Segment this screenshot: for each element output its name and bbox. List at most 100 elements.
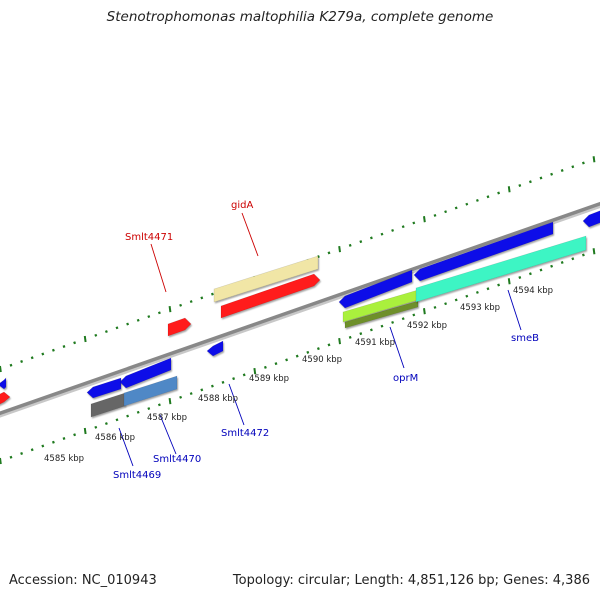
reverse-tick-mark (581, 253, 585, 257)
gene-label-smeB: smeB (511, 333, 539, 344)
gene-label-oprM: oprM (393, 373, 418, 384)
forward-tick-mark (412, 221, 416, 225)
scale-label: 4594 kbp (513, 286, 553, 296)
feature-grey-block (90, 392, 126, 418)
forward-tick-mark (571, 165, 575, 169)
gene-red-left-edge (0, 391, 11, 405)
scale-label: 4592 kbp (407, 321, 447, 331)
reverse-tick-mark (295, 354, 299, 358)
reverse-tick-mark (571, 257, 575, 261)
forward-tick-mark (465, 202, 469, 206)
forward-tick-mark (136, 318, 140, 322)
scale-label: 4589 kbp (249, 374, 289, 384)
feature-aqua-block (415, 235, 587, 303)
reverse-tick-mark (0, 457, 2, 465)
genome-summary: Topology: circular; Length: 4,851,126 bp… (232, 573, 590, 588)
forward-tick-mark (359, 240, 363, 244)
forward-tick-mark (83, 335, 87, 343)
pointer-Smlt4470 (159, 414, 177, 455)
reverse-tick-mark (359, 332, 363, 336)
reverse-tick-mark (115, 418, 119, 422)
scale-label: 4585 kbp (44, 454, 84, 464)
reverse-tick-mark (369, 328, 373, 332)
accession-label: Accession: NC_010943 (9, 573, 157, 588)
forward-tick-mark (62, 345, 66, 349)
pointer-Smlt4469 (118, 427, 134, 467)
reverse-tick-mark (200, 388, 204, 392)
reverse-tick-mark (9, 455, 13, 459)
forward-tick-mark (581, 161, 585, 165)
reverse-tick-mark (104, 422, 108, 426)
forward-tick-mark (200, 296, 204, 300)
reverse-tick-mark (327, 343, 331, 347)
forward-tick-mark (126, 322, 130, 326)
forward-tick-mark (550, 172, 554, 176)
forward-tick-mark (189, 300, 193, 304)
scale-label: 4588 kbp (198, 394, 238, 404)
pointer-smeB (507, 289, 522, 331)
gene-smeB (413, 221, 554, 282)
forward-tick-mark (380, 232, 384, 236)
forward-tick-mark (0, 365, 2, 373)
reverse-tick-mark (539, 268, 543, 272)
forward-tick-mark (94, 333, 98, 337)
forward-tick-mark (20, 360, 24, 363)
forward-tick-mark (73, 341, 77, 345)
forward-tick-mark (41, 352, 45, 356)
feature-olive-block (344, 300, 419, 329)
reverse-tick-mark (221, 380, 225, 384)
forward-tick-mark (507, 186, 511, 193)
pointer-Smlt4471 (150, 243, 167, 293)
reverse-tick-mark (560, 261, 564, 264)
reverse-tick-mark (30, 448, 34, 452)
reverse-tick-mark (168, 397, 172, 405)
reverse-tick-mark (465, 294, 469, 298)
forward-tick-mark (157, 311, 161, 315)
reverse-tick-mark (189, 392, 193, 396)
gene-Smlt4470 (119, 357, 172, 389)
reverse-tick-mark (316, 347, 320, 351)
forward-tick-mark (518, 184, 522, 187)
gene-label-gidA: gidA (231, 200, 253, 211)
pointer-gidA (241, 212, 259, 257)
reverse-tick-mark (497, 283, 501, 287)
forward-tick-mark (30, 356, 34, 360)
reverse-tick-mark (41, 444, 45, 448)
forward-tick-mark (497, 191, 501, 195)
forward-tick-mark (560, 169, 564, 172)
reverse-tick-mark (210, 384, 214, 388)
forward-tick-mark (9, 363, 13, 367)
scale-label: 4586 kbp (95, 433, 135, 443)
forward-tick-mark (592, 156, 596, 163)
reverse-tick-mark (507, 278, 511, 285)
reverse-tick-mark (157, 403, 161, 407)
genome-title: Stenotrophomonas maltophilia K279a, comp… (106, 9, 494, 25)
gene-blue-left-edge (0, 377, 7, 390)
reverse-tick-mark (274, 362, 278, 366)
feature-steel-block (123, 375, 178, 407)
reverse-tick-mark (83, 427, 87, 435)
forward-tick-mark (51, 348, 55, 352)
gene-label-Smlt4470: Smlt4470 (153, 454, 201, 465)
forward-tick-mark (147, 315, 151, 319)
reverse-tick-mark (412, 313, 416, 317)
reverse-tick-mark (147, 407, 151, 411)
reverse-tick-mark (126, 414, 130, 418)
gene-Smlt4472 (206, 340, 224, 357)
reverse-tick-mark (433, 305, 437, 309)
gene-Smlt4471 (167, 317, 192, 337)
forward-tick-mark (104, 330, 108, 334)
reverse-tick-mark (20, 452, 24, 455)
forward-tick-mark (391, 228, 395, 232)
scale-label: 4587 kbp (147, 413, 187, 423)
reverse-tick-mark (306, 350, 310, 354)
gene-label-Smlt4469: Smlt4469 (113, 470, 161, 481)
gene-oprM-upstream (338, 269, 413, 309)
forward-tick-mark (327, 251, 331, 255)
reverse-tick-mark (62, 437, 66, 441)
forward-tick-mark (348, 243, 352, 247)
reverse-tick-mark (454, 298, 458, 302)
reverse-tick-mark (136, 410, 140, 414)
scale-label: 4593 kbp (460, 303, 500, 313)
